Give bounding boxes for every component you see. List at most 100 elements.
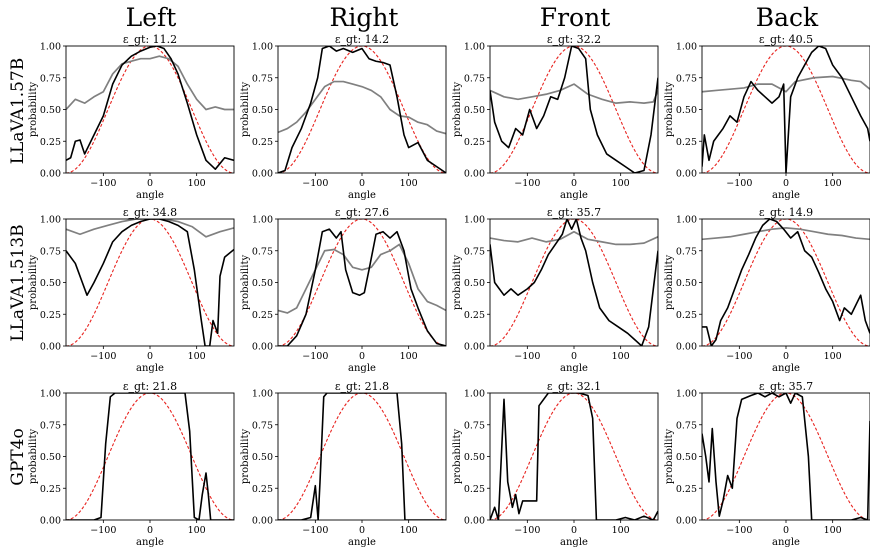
panel: ε_gt: 34.8 0.00 0.25 0.50 0.75 1.00 −100 0 100 an… <box>28 206 235 374</box>
model-series-line <box>702 46 870 173</box>
x-tick-label: 100 <box>400 525 418 536</box>
plot-area <box>66 46 234 173</box>
y-tick-label: 0.75 <box>252 73 273 84</box>
plot-area <box>278 219 446 346</box>
y-tick-label: 0.50 <box>40 278 61 289</box>
panel-title: ε_gt: 27.6 <box>335 206 389 219</box>
axes-frame <box>701 392 870 521</box>
y-tick-label: 0.75 <box>40 420 61 431</box>
panel: ε_gt: 35.7 0.00 0.25 0.50 0.75 1.00 −100 0 100 an… <box>452 206 659 374</box>
model-series-line <box>66 46 234 170</box>
y-tick-label: 0.00 <box>40 342 61 353</box>
plot-area <box>702 46 870 173</box>
axes-frame <box>277 392 447 521</box>
axes-frame <box>277 45 447 174</box>
axes-frame <box>701 218 870 347</box>
model-series-line <box>278 228 446 346</box>
y-axis-label: probability <box>240 255 251 311</box>
x-tick-label: 100 <box>612 525 630 536</box>
y-tick-label: 0.75 <box>252 420 273 431</box>
y-tick-label: 1.00 <box>464 389 485 400</box>
plot-area <box>278 46 446 173</box>
row-label: LLaVA1.513B <box>8 224 28 341</box>
y-tick-label: 0.00 <box>676 342 697 353</box>
x-tick-label: −100 <box>726 178 752 189</box>
model-series-line <box>66 393 234 520</box>
x-tick-label: 0 <box>571 525 577 536</box>
plot-area <box>490 46 658 173</box>
y-tick-label: 1.00 <box>252 389 273 400</box>
y-tick-label: 1.00 <box>464 42 485 53</box>
y-tick-label: 0.50 <box>676 452 697 463</box>
x-axis-label: angle <box>136 190 164 201</box>
x-tick-label: 100 <box>188 178 206 189</box>
baseline-series-line <box>490 230 658 246</box>
panel: ε_gt: 21.8 0.00 0.25 0.50 0.75 1.00 −100 0 100 an… <box>240 380 447 548</box>
panel: ε_gt: 14.9 0.00 0.25 0.50 0.75 1.00 −100 0 100 an… <box>664 206 870 374</box>
panels-grid: ε_gt: 11.2 0.00 0.25 0.50 0.75 1.00 −100 0 100 an… <box>28 33 870 548</box>
x-tick-label: 100 <box>612 351 630 362</box>
x-tick-label: 100 <box>400 351 418 362</box>
y-axis-label: probability <box>452 82 463 138</box>
panel: ε_gt: 40.5 0.00 0.25 0.50 0.75 1.00 −100 0 100 an… <box>664 33 870 201</box>
panel-title: ε_gt: 34.8 <box>123 206 177 219</box>
x-tick-label: 0 <box>783 525 789 536</box>
axes-frame <box>489 392 659 521</box>
y-axis-label: probability <box>240 429 251 485</box>
y-tick-label: 0.00 <box>464 516 485 527</box>
y-tick-label: 0.25 <box>464 137 485 148</box>
reference-curve <box>490 46 658 173</box>
x-tick-label: −100 <box>514 525 540 536</box>
y-tick-label: 0.25 <box>676 310 697 321</box>
y-tick-label: 1.00 <box>40 42 61 53</box>
panel-title: ε_gt: 21.8 <box>123 380 177 393</box>
x-axis-label: angle <box>348 363 376 374</box>
y-axis-label: probability <box>664 82 675 138</box>
reference-curve <box>702 219 870 346</box>
axes-frame <box>489 45 659 174</box>
panel-title: ε_gt: 32.2 <box>547 33 601 46</box>
panel: ε_gt: 21.8 0.00 0.25 0.50 0.75 1.00 −100 0 100 an… <box>28 380 235 548</box>
x-axis-label: angle <box>136 363 164 374</box>
model-series-line <box>66 219 234 346</box>
reference-curve <box>66 46 234 173</box>
panel: ε_gt: 35.7 0.00 0.25 0.50 0.75 1.00 −100 0 100 an… <box>664 380 870 548</box>
baseline-series-line <box>490 83 658 104</box>
x-axis-label: angle <box>772 190 800 201</box>
x-tick-label: 100 <box>824 525 842 536</box>
x-tick-label: 0 <box>783 178 789 189</box>
x-tick-label: −100 <box>514 351 540 362</box>
panel-title: ε_gt: 35.7 <box>759 380 813 393</box>
model-series-line <box>702 219 870 346</box>
x-axis-label: angle <box>560 190 588 201</box>
y-tick-label: 1.00 <box>676 215 697 226</box>
y-tick-label: 1.00 <box>252 215 273 226</box>
y-tick-label: 1.00 <box>40 389 61 400</box>
y-axis-label: probability <box>28 255 39 311</box>
y-tick-label: 0.75 <box>252 246 273 257</box>
x-axis-label: angle <box>772 537 800 548</box>
y-tick-label: 0.25 <box>40 484 61 495</box>
panel: ε_gt: 32.2 0.00 0.25 0.50 0.75 1.00 −100 0 100 an… <box>452 33 659 201</box>
y-tick-label: 0.25 <box>676 484 697 495</box>
x-tick-label: 100 <box>612 178 630 189</box>
panel-title: ε_gt: 40.5 <box>759 33 813 46</box>
x-tick-label: −100 <box>90 525 116 536</box>
baseline-series-line <box>278 243 446 314</box>
x-tick-label: −100 <box>90 178 116 189</box>
x-tick-label: 0 <box>571 351 577 362</box>
x-tick-label: 100 <box>400 178 418 189</box>
plot-area <box>66 219 234 346</box>
plot-area <box>490 219 658 346</box>
x-tick-label: −100 <box>90 351 116 362</box>
row-label: GPT4o <box>8 428 28 485</box>
panel-title: ε_gt: 14.9 <box>759 206 813 219</box>
x-axis-label: angle <box>348 537 376 548</box>
x-axis-label: angle <box>136 537 164 548</box>
y-tick-label: 0.75 <box>40 73 61 84</box>
y-axis-label: probability <box>240 82 251 138</box>
y-tick-label: 1.00 <box>40 215 61 226</box>
model-series-line <box>278 393 446 520</box>
y-tick-label: 0.50 <box>464 452 485 463</box>
x-axis-label: angle <box>560 363 588 374</box>
